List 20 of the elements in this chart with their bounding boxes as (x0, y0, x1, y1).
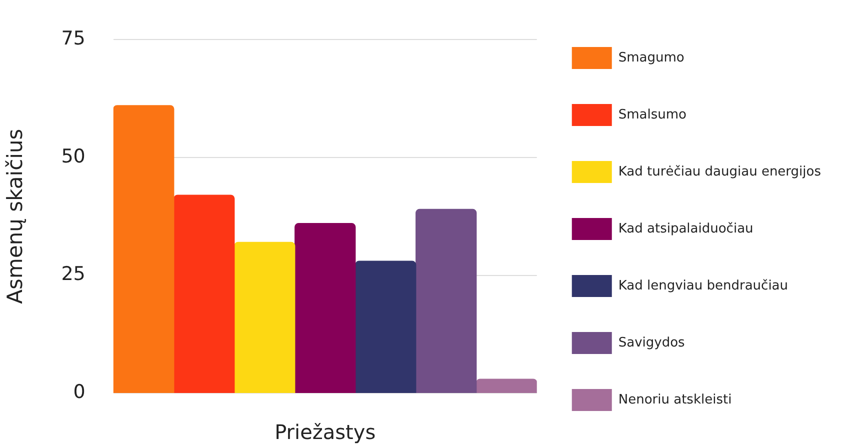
legend-label: Kad lengviau bendraučiau (618, 278, 788, 294)
legend-label: Smagumo (618, 50, 684, 66)
y-tick-label: 0 (73, 381, 86, 404)
bar (416, 208, 477, 394)
bar (113, 105, 174, 394)
y-axis-title: Asmenų skaičius (3, 128, 28, 304)
legend-label: Nenoriu atskleisti (618, 392, 732, 408)
bar (234, 242, 296, 394)
bar (174, 194, 235, 394)
bar (355, 260, 416, 394)
y-tick-label: 25 (61, 263, 86, 286)
y-tick-label: 50 (61, 145, 86, 168)
x-axis-title: Priežastys (274, 420, 376, 444)
legend-label: Smalsumo (618, 107, 687, 122)
y-tick-label: 75 (61, 27, 86, 50)
legend-label: Kad turėčiau daugiau energijos (618, 164, 822, 180)
bar (294, 223, 356, 394)
bar (476, 378, 537, 394)
legend-label: Savigydos (618, 335, 686, 350)
legend-label: Kad atsipalaiduočiau (618, 221, 754, 236)
